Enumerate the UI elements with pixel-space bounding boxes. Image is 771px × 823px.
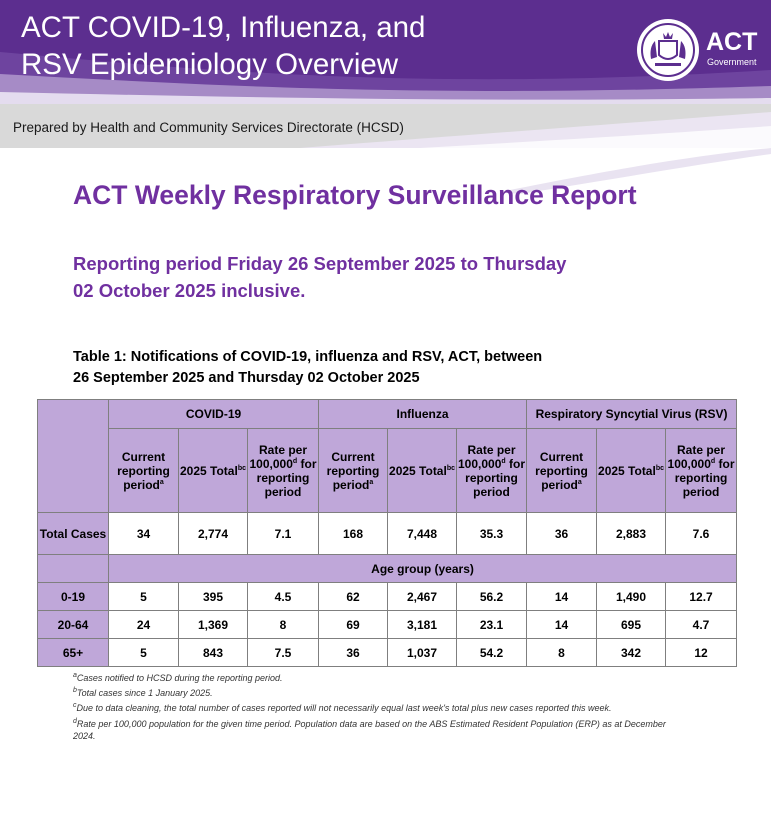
- footnote-d-marker: d: [73, 718, 77, 725]
- table-cell: 1,490: [596, 582, 667, 611]
- logo-act-text: ACT: [706, 28, 758, 56]
- table-cell: 1,369: [178, 610, 248, 639]
- age-group-header-row: Age group (years): [37, 554, 738, 583]
- table-cell: 23.1: [456, 610, 528, 639]
- notifications-table: COVID-19 Influenza Respiratory Syncytial…: [37, 399, 738, 667]
- group-header-influenza: Influenza: [318, 399, 528, 429]
- subheader-rate-covid: Rate per 100,000d for reporting period: [246, 428, 320, 513]
- table-caption: Table 1: Notifications of COVID-19, infl…: [73, 347, 633, 389]
- header-banner: ACT COVID-19, Influenza, and RSV Epidemi…: [0, 0, 771, 104]
- coat-of-arms-icon: [637, 19, 699, 81]
- age-group-row-label: 0-19: [37, 582, 109, 611]
- footnote-d-text: Rate per 100,000 population for the give…: [73, 719, 666, 741]
- table-cell: 12: [665, 638, 738, 667]
- prepared-by-text: Prepared by Health and Community Service…: [13, 120, 404, 135]
- logo-government-text: Government: [707, 57, 757, 67]
- subheader-rate-influenza: Rate per 100,000d for reporting period: [456, 428, 528, 513]
- subbar-wave-graphic: [300, 112, 771, 148]
- table-row: 65+ 5 843 7.5 36 1,037 54.2 8 342 12: [37, 638, 738, 667]
- table-cell: 695: [596, 610, 667, 639]
- document-title-line1: ACT COVID-19, Influenza, and: [21, 11, 426, 44]
- total-value-cell: 34: [108, 512, 179, 555]
- subheader-total-influenza: 2025 Totalbc: [387, 428, 458, 513]
- table-cell: 56.2: [456, 582, 528, 611]
- total-value-cell: 2,883: [596, 512, 667, 555]
- table-caption-line2: 26 September 2025 and Thursday 02 Octobe…: [73, 370, 420, 386]
- table-cell: 843: [178, 638, 248, 667]
- total-value-cell: 168: [318, 512, 389, 555]
- subheader-total-rsv: 2025 Totalbc: [596, 428, 667, 513]
- table-caption-line1: Table 1: Notifications of COVID-19, infl…: [73, 349, 543, 365]
- age-group-row-label: 65+: [37, 638, 109, 667]
- table-cell: 395: [178, 582, 248, 611]
- age-group-corner-cell: [37, 554, 109, 583]
- table-cell: 14: [526, 582, 598, 611]
- table-cell: 7.5: [246, 638, 320, 667]
- footnote-c: cDue to data cleaning, the total number …: [73, 702, 693, 714]
- table-total-row: Total Cases 34 2,774 7.1 168 7,448 35.3 36 2,88…: [37, 512, 738, 555]
- table-cell: 24: [108, 610, 179, 639]
- footnote-a: aCases notified to HCSD during the repor…: [73, 672, 673, 684]
- total-value-cell: 7.1: [246, 512, 320, 555]
- table-cell: 4.7: [665, 610, 738, 639]
- table-cell: 3,181: [387, 610, 458, 639]
- total-value-cell: 7,448: [387, 512, 458, 555]
- table-cell: 8: [526, 638, 598, 667]
- subheader-total-covid: 2025 Totalbc: [178, 428, 248, 513]
- table-cell: 12.7: [665, 582, 738, 611]
- group-header-covid: COVID-19: [107, 399, 320, 429]
- reporting-period-line2: 02 October 2025 inclusive.: [73, 280, 306, 301]
- footnote-c-marker: c: [73, 702, 77, 709]
- table-subheader-row: Current reporting perioda 2025 Totalbc Rat…: [38, 428, 738, 513]
- table-cell: 4.5: [246, 582, 320, 611]
- report-title: ACT Weekly Respiratory Surveillance Repo…: [73, 180, 637, 210]
- footnote-b-text: Total cases since 1 January 2025.: [76, 688, 213, 698]
- age-group-row-label: 20-64: [37, 610, 109, 639]
- table-row: 0-19 5 395 4.5 62 2,467 56.2 14 1,490 12.7: [37, 582, 738, 611]
- table-cell: 2,467: [387, 582, 458, 611]
- reporting-period-line1: Reporting period Friday 26 September 202…: [73, 253, 567, 274]
- footnote-a-text: Cases notified to HCSD during the report…: [76, 673, 283, 683]
- subheader-current-influenza: Current reporting perioda: [318, 428, 389, 513]
- table-cell: 36: [318, 638, 389, 667]
- total-cases-label: Total Cases: [37, 512, 109, 555]
- footnote-b-marker: b: [73, 687, 77, 694]
- group-header-rsv: Respiratory Syncytial Virus (RSV): [526, 399, 738, 429]
- banner-wave-graphic: [0, 52, 771, 104]
- reporting-period: Reporting period Friday 26 September 202…: [73, 250, 633, 304]
- subheader-current-covid: Current reporting perioda: [108, 428, 179, 513]
- table-cell: 8: [246, 610, 320, 639]
- act-government-logo: ACT Government: [637, 19, 761, 81]
- total-value-cell: 2,774: [178, 512, 248, 555]
- table-row: 20-64 24 1,369 8 69 3,181 23.1 14 695 4.7: [37, 610, 738, 639]
- prepared-by-bar: Prepared by Health and Community Service…: [0, 104, 771, 148]
- total-value-cell: 7.6: [665, 512, 738, 555]
- subheader-rate-rsv: Rate per 100,000d for reporting period: [665, 428, 738, 513]
- total-value-cell: 35.3: [456, 512, 528, 555]
- table-group-header-row: COVID-19 Influenza Respiratory Syncytial…: [37, 399, 738, 513]
- age-group-label: Age group (years): [107, 554, 738, 583]
- total-value-cell: 36: [526, 512, 598, 555]
- footnote-c-text: Due to data cleaning, the total number o…: [76, 703, 612, 713]
- footnote-a-marker: a: [73, 672, 77, 679]
- table-cell: 342: [596, 638, 667, 667]
- table-cell: 5: [108, 638, 179, 667]
- table-cell: 54.2: [456, 638, 528, 667]
- table-corner-cell: [37, 399, 109, 513]
- table-cell: 1,037: [387, 638, 458, 667]
- table-cell: 62: [318, 582, 389, 611]
- subheader-current-rsv: Current reporting perioda: [526, 428, 598, 513]
- document-title-line2: RSV Epidemiology Overview: [21, 48, 399, 81]
- footnote-d: dRate per 100,000 population for the giv…: [73, 718, 673, 742]
- table-cell: 14: [526, 610, 598, 639]
- page-wave-graphic: [500, 148, 771, 194]
- document-title: ACT COVID-19, Influenza, and RSV Epidemi…: [21, 9, 425, 83]
- table-cell: 69: [318, 610, 389, 639]
- footnote-b: bTotal cases since 1 January 2025.: [73, 687, 673, 699]
- table-cell: 5: [108, 582, 179, 611]
